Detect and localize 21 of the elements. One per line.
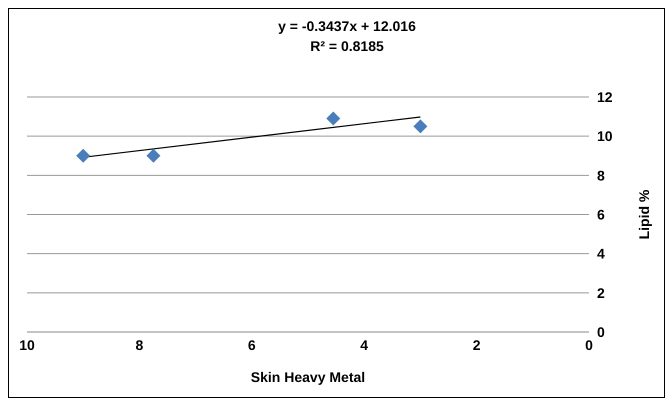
point: [76, 148, 90, 163]
x-tick-label: 0: [585, 336, 594, 353]
x-tick-label: 6: [248, 336, 256, 353]
y-tick-label: 12: [597, 88, 613, 105]
y-axis-title: Lipid %: [636, 189, 652, 240]
point: [146, 148, 160, 163]
x-tick-label: 4: [360, 336, 368, 353]
x-tick-label: 10: [19, 336, 35, 353]
text: R² = 0.8185: [310, 38, 384, 54]
y-tick-label: 0: [597, 324, 605, 340]
point: [326, 112, 340, 126]
y-tick-label: 6: [597, 206, 605, 222]
y-tick-label: 10: [597, 128, 613, 144]
text: y = -0.3437x + 12.016: [278, 18, 416, 34]
x-tick-label: 2: [472, 336, 481, 353]
y-tick-label: 2: [597, 284, 605, 301]
x-axis-title: Skin Heavy Metal: [250, 369, 366, 385]
y-tick-label: 4: [597, 246, 605, 262]
y-tick-label: 8: [597, 167, 605, 184]
x-tick-label: 8: [136, 336, 144, 353]
point: [413, 119, 428, 134]
